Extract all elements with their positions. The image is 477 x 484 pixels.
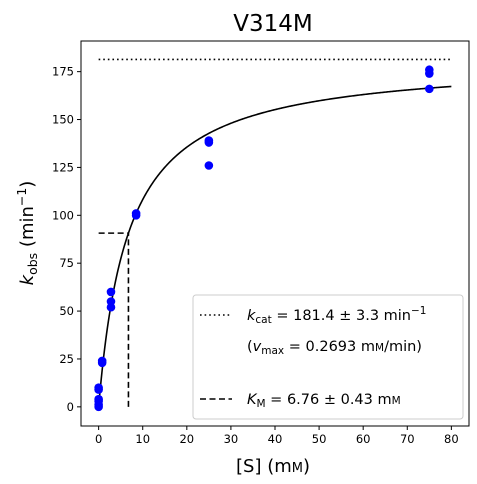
x-tick-label: 50 (312, 432, 327, 446)
data-point (94, 383, 103, 392)
x-tick-label: 30 (224, 432, 239, 446)
x-tick-label: 20 (179, 432, 194, 446)
x-tick-label: 60 (356, 432, 371, 446)
data-point (106, 287, 116, 297)
data-point (94, 394, 103, 404)
y-tick-label: 0 (67, 400, 74, 414)
data-point (131, 209, 141, 218)
data-points (94, 65, 434, 412)
chart-title: V314M (233, 11, 312, 37)
data-point (425, 84, 434, 94)
data-point (106, 297, 116, 306)
legend: kcat = 181.4 ± 3.3 min−1 (vmax = 0.2693 … (192, 294, 464, 420)
x-tick-label: 40 (268, 432, 283, 446)
data-point (204, 161, 214, 170)
legend-km-label: KM = 6.76 ± 0.43 mm (247, 392, 401, 410)
x-tick-label: 10 (135, 432, 150, 446)
data-point (204, 136, 214, 145)
legend-kcat-label: kcat = 181.4 ± 3.3 min−1 (247, 305, 426, 326)
y-tick-label: 150 (52, 113, 74, 127)
y-tick-label: 125 (52, 160, 74, 174)
y-tick-label: 100 (52, 208, 74, 222)
y-axis-label: kobs (min−1) (14, 181, 40, 286)
y-tick-label: 25 (59, 352, 74, 366)
y-tick-label: 75 (59, 256, 74, 270)
y-tick-label: 50 (59, 304, 74, 318)
x-tick-label: 80 (444, 432, 459, 446)
legend-frame (192, 294, 464, 420)
data-point (425, 65, 434, 75)
x-axis-label: [S] (mm) (236, 456, 310, 477)
fit-curve (97, 85, 452, 407)
x-tick-label: 0 (95, 432, 102, 446)
x-tick-label: 70 (400, 432, 415, 446)
legend-vmax-label: (vmax = 0.2693 mm/min) (247, 339, 422, 357)
x-axis-ticks: 0 10 20 30 40 50 60 70 80 (95, 426, 459, 446)
y-axis-ticks: 0 25 50 75 100 125 150 175 (52, 65, 81, 414)
data-point (97, 356, 107, 366)
y-tick-label: 175 (52, 65, 74, 79)
